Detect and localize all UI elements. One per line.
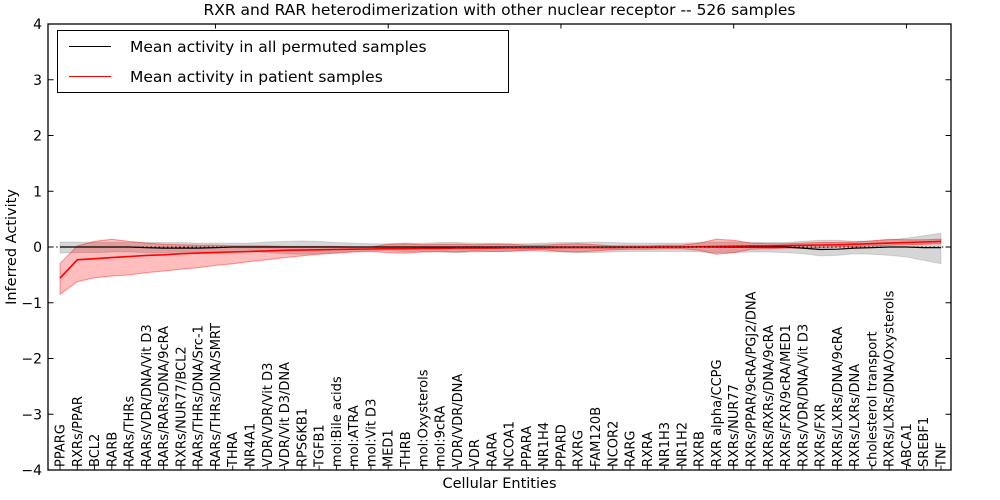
x-tick-label: mol:Bile acids (330, 376, 345, 467)
y-tick-label: 2 (33, 129, 42, 145)
y-tick-label: 4 (33, 17, 42, 33)
legend-entry-patient: Mean activity in patient samples (58, 62, 508, 91)
y-tick-label: −3 (21, 407, 42, 423)
x-tick-label: NR1H4 (537, 422, 552, 467)
x-tick-label: TNF (935, 442, 950, 468)
x-tick-label: RXR alpha/CCPG (710, 359, 725, 467)
x-tick-label: RXRs/PPAR/9cRA/PGJ2/DNA (744, 291, 759, 467)
x-tick-label: RARs/VDR/DNA/Vit D3 (140, 324, 155, 467)
y-axis-label: Inferred Activity (4, 189, 20, 305)
y-tick-label: −1 (21, 296, 42, 312)
permuted-line-swatch (69, 46, 111, 47)
x-tick-label: NR1H3 (658, 422, 673, 467)
x-tick-label: FAM120B (589, 407, 604, 467)
x-tick-label: RXRs/FXR/9cRA/MED1 (779, 324, 794, 467)
x-axis-label: Cellular Entities (442, 476, 557, 492)
y-tick-label: 0 (33, 240, 42, 256)
y-tick-label: −4 (21, 463, 42, 479)
x-tick-label: TGFB1 (313, 424, 328, 468)
x-tick-label: RARG (624, 430, 639, 467)
x-tick-label: VDR (468, 439, 483, 467)
x-tick-label: VDR/VDR/DNA (451, 374, 466, 467)
x-tick-label: RXRs/PPAR (71, 396, 86, 467)
legend-label-permuted: Mean activity in all permuted samples (130, 37, 427, 56)
x-tick-label: RARs/THRs (123, 396, 138, 467)
x-tick-label: mol:ATRA (347, 405, 362, 467)
mean-line-patient (59, 240, 942, 279)
x-tick-label: PPARD (554, 424, 569, 467)
x-tick-label: RARs/RARs/DNA/9cRA (157, 326, 172, 467)
x-tick-label: RXRG (572, 430, 587, 467)
x-tick-label: mol:Oxysterols (416, 369, 431, 467)
x-tick-label: RXRs/NUR77/BCL2 (174, 346, 189, 467)
x-tick-label: RXRs/LXRs/DNA/Oxysterols (883, 290, 898, 467)
x-tick-label: PPARG (54, 424, 69, 467)
legend-entry-permuted: Mean activity in all permuted samples (58, 32, 508, 61)
y-tick-label: −2 (21, 352, 42, 368)
x-tick-label: NR4A1 (244, 423, 259, 467)
x-tick-label: NCOR2 (606, 421, 621, 467)
x-tick-label: RXRs/FXR (814, 403, 829, 467)
x-tick-label: RXRs/NUR77 (727, 384, 742, 467)
x-tick-label: RXRs/LXRs/DNA/9cRA (831, 327, 846, 467)
x-tick-label: cholesterol transport (865, 331, 880, 467)
x-tick-label: PPARA (520, 426, 535, 467)
x-tick-label: VDR/VDR/Vit D3 (261, 363, 276, 467)
x-tick-label: THRA (226, 432, 241, 468)
x-tick-label: mol:Vit D3 (364, 399, 379, 467)
x-tick-label: RXRs/LXRs/DNA (848, 364, 863, 467)
x-tick-label: RARB (105, 432, 120, 467)
x-tick-label: RXRB (693, 431, 708, 467)
x-tick-label: VDR/Vit D3/DNA (278, 362, 293, 467)
x-tick-label: MED1 (382, 429, 397, 467)
x-tick-label: RXRs/VDR/DNA/Vit D3 (796, 324, 811, 467)
x-tick-label: SREBF1 (917, 417, 932, 467)
x-tick-label: RXRA (641, 432, 656, 467)
x-tick-label: NCOA1 (503, 421, 518, 467)
patient-line-swatch (69, 76, 111, 77)
x-tick-label: BCL2 (88, 434, 103, 467)
x-tick-label: RARs/THRs/DNA/SMRT (209, 323, 224, 467)
legend: Mean activity in all permuted samples Me… (57, 30, 509, 93)
x-tick-label: RARs/THRs/DNA/Src-1 (192, 325, 207, 467)
chart-title: RXR and RAR heterodimerization with othe… (203, 1, 796, 19)
x-tick-label: mol:9cRA (434, 405, 449, 467)
y-tick-label: 1 (33, 184, 42, 200)
x-tick-label: ABCA1 (900, 423, 915, 467)
x-tick-label: RARA (485, 432, 500, 467)
x-tick-label: NR1H2 (675, 422, 690, 467)
legend-label-patient: Mean activity in patient samples (130, 67, 383, 86)
y-tick-label: 3 (33, 73, 42, 89)
x-tick-label: THRB (399, 431, 414, 468)
x-tick-label: RXRs/RXRs/DNA/9cRA (762, 325, 777, 467)
x-tick-label: RPS6KB1 (295, 408, 310, 467)
